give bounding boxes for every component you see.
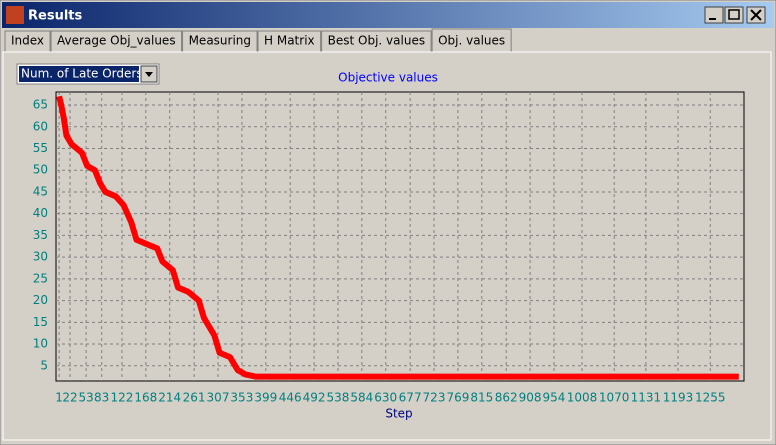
y-tick-label: 35 [33,228,48,242]
x-tick-label: 584 [350,391,373,405]
x-tick-label: 1008 [567,391,598,405]
x-tick-label: 446 [279,391,302,405]
dropdown-arrow [145,72,153,77]
tab[interactable]: Obj. values [431,28,512,53]
y-tick-label: 60 [33,119,48,133]
window-controls [704,6,766,24]
y-tick-label: 5 [40,358,48,372]
x-tick-label: 769 [446,391,469,405]
x-tick-label: 1 [55,391,63,405]
tab-bar: Index Average Obj_values Measuring H Matrix… [4,28,512,53]
y-tick-label: 45 [33,184,48,198]
tab[interactable]: Index [4,30,51,53]
tab-label: Best Obj. values [328,34,425,48]
tab[interactable]: Average Obj_values [50,30,183,53]
x-tick-label: 723 [423,391,446,405]
x-tick-label: 168 [134,391,157,405]
minimize-button[interactable] [704,6,724,24]
x-tick-label: 862 [495,391,518,405]
title-bar [2,2,774,28]
x-tick-label: 954 [543,391,566,405]
tab-label: Index [11,34,44,48]
x-tick-label: 53 [78,391,93,405]
tab-label: Average Obj_values [57,34,176,48]
x-tick-label: 1255 [695,391,726,405]
x-axis-label: Step [385,407,412,421]
x-tick-label: 399 [254,391,277,405]
y-tick-label: 25 [33,271,48,285]
y-tick-label: 40 [33,206,48,220]
window-title: Results [28,9,82,24]
x-tick-label: 261 [183,391,206,405]
y-tick-label: 15 [33,315,48,329]
x-tick-label: 538 [326,391,349,405]
x-tick-label: 1070 [599,391,630,405]
x-tick-label: 677 [399,391,422,405]
y-tick-label: 65 [33,98,48,112]
tab-label: H Matrix [264,34,315,48]
maximize-glyph [728,9,740,20]
x-tick-label: 83 [94,391,109,405]
tab-label: Obj. values [438,34,505,48]
x-tick-label: 22 [62,391,77,405]
x-tick-label: 122 [110,391,133,405]
x-tick-label: 1131 [631,391,662,405]
x-tick-label: 908 [519,391,542,405]
app-icon [6,6,24,24]
x-tick-label: 492 [303,391,326,405]
y-tick-label: 10 [33,337,48,351]
tab[interactable]: Measuring [182,30,258,53]
dropdown-selection [19,66,139,82]
tab[interactable]: Best Obj. values [321,30,432,53]
chart-title: Objective values [338,71,438,85]
y-tick-label: 30 [33,250,48,264]
x-tick-label: 815 [470,391,493,405]
data-line [56,95,739,380]
x-tick-label: 214 [158,391,181,405]
x-tick-label: 353 [230,391,253,405]
tab[interactable]: H Matrix [257,30,322,53]
y-tick-label: 50 [33,163,48,177]
y-tick-label: 55 [33,141,48,155]
dropdown-value: Num. of Late Orders [21,67,143,81]
plot-area [55,91,745,382]
x-tick-label: 307 [207,391,230,405]
x-tick-label: 630 [374,391,397,405]
close-glyph [750,9,762,21]
y-tick-label: 20 [33,293,48,307]
tab-label: Measuring [189,34,251,48]
x-tick-label: 1193 [663,391,694,405]
